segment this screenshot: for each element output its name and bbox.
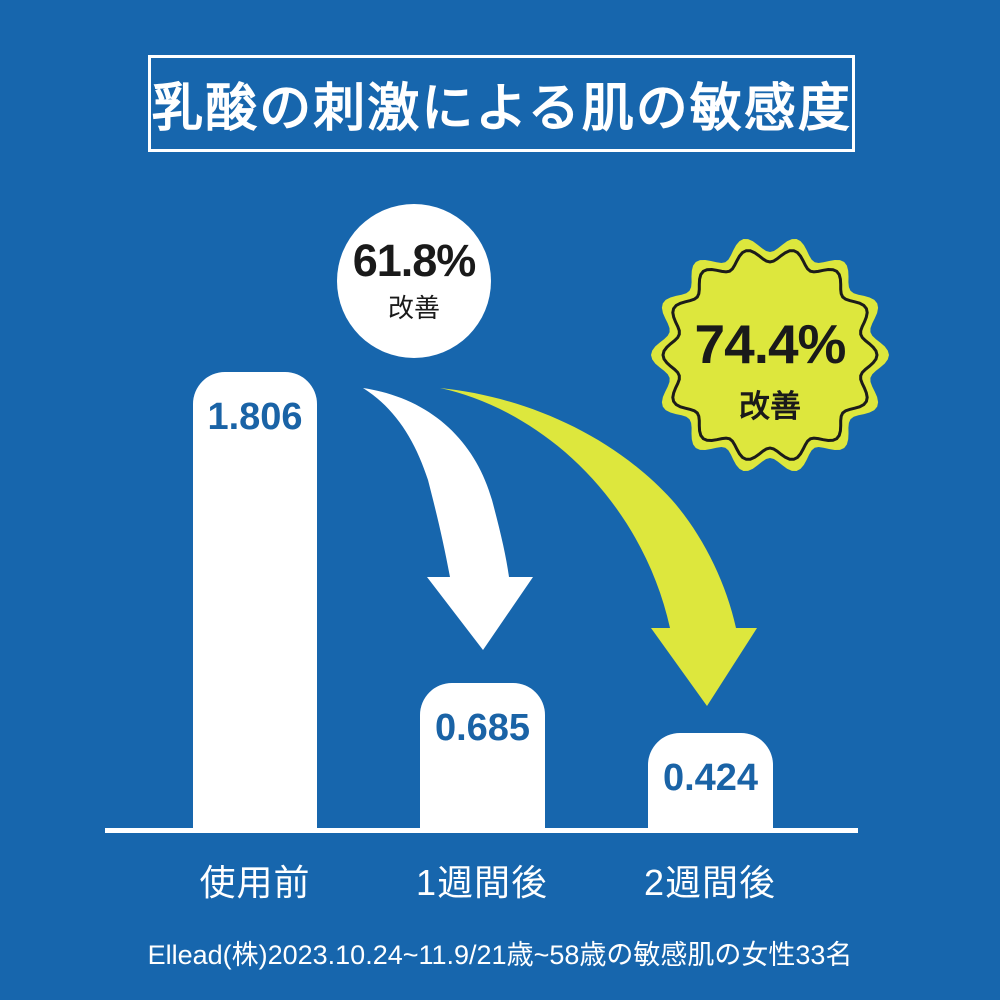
improvement-badge-week1: 61.8% 改善 <box>337 204 491 358</box>
source-note: Ellead(株)2023.10.24~11.9/21歳~58歳の敏感肌の女性3… <box>147 940 853 970</box>
bar-week2: 0.424 <box>648 733 773 833</box>
improvement-label-week1: 改善 <box>387 292 440 323</box>
improvement-percent-week2: 74.4% <box>694 313 847 375</box>
x-axis-label-before-use: 使用前 <box>199 862 311 903</box>
bar-week1: 0.685 <box>420 683 545 833</box>
bar-value-week1: 0.685 <box>434 707 531 749</box>
page-title: 乳酸の刺激による肌の敏感度 <box>151 80 852 138</box>
x-axis-label-week1: 1週間後 <box>415 862 549 903</box>
improvement-label-week2: 改善 <box>739 388 801 424</box>
seal-badge-outline <box>661 249 879 461</box>
seal-badge-shape <box>651 239 889 471</box>
curved-arrow-week2 <box>440 388 757 706</box>
x-axis-label-week2: 2週間後 <box>643 862 777 903</box>
improvement-badge-week2: 74.4% 改善 <box>650 313 890 426</box>
improvement-percent-week1: 61.8% <box>352 235 477 287</box>
bar-value-week2: 0.424 <box>662 757 759 799</box>
x-axis-line <box>105 828 858 833</box>
bar-value-before-use: 1.806 <box>207 396 303 438</box>
curved-arrow-week1 <box>363 388 533 650</box>
title-box: 乳酸の刺激による肌の敏感度 <box>148 55 855 152</box>
bar-before-use: 1.806 <box>193 372 317 833</box>
